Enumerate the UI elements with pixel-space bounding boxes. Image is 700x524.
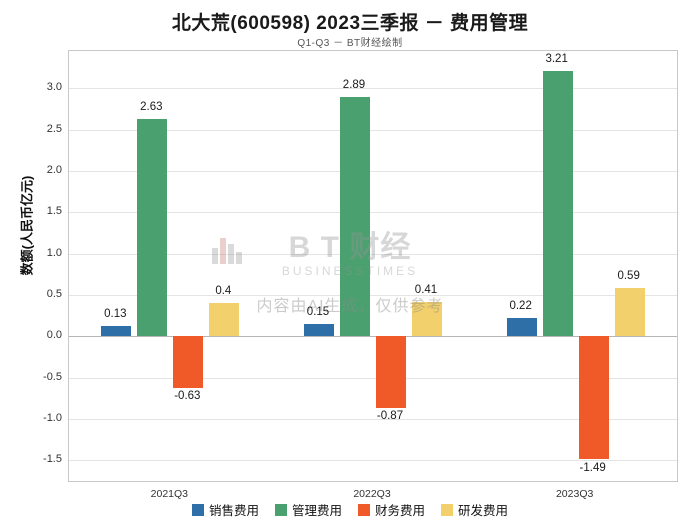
- gridline: [69, 336, 677, 338]
- bar-value-label: 0.13: [104, 307, 127, 320]
- bar: [412, 302, 442, 337]
- bar-value-label: 0.15: [306, 305, 330, 318]
- bar-value-label: -0.87: [376, 410, 404, 423]
- bar-value-label: 2.89: [342, 79, 366, 92]
- legend-swatch: [358, 503, 370, 516]
- y-axis-tick-labels: -1.5 -1.0 -0.5 0.0 0.5 1.0 1.5 2.0 2.5 3.0: [0, 50, 700, 482]
- bar-value-label: 0.22: [509, 300, 532, 313]
- gridline: [69, 212, 677, 214]
- bar-value-label: 0.59: [617, 269, 640, 282]
- legend-label: 研发费用: [458, 504, 509, 518]
- y-tick-label: 2.0: [46, 163, 62, 176]
- legend-label: 销售费用: [208, 504, 259, 518]
- chart-title: 北大荒(600598) 2023三季报 － 费用管理: [171, 13, 529, 34]
- bar: [173, 336, 204, 389]
- gridline: [69, 170, 677, 172]
- gridline: [69, 418, 677, 420]
- legend-item[interactable]: 管理费用: [274, 500, 342, 519]
- gridline: [69, 88, 677, 90]
- legend-item[interactable]: 财务费用: [358, 500, 425, 519]
- legend-item[interactable]: 销售费用: [191, 500, 259, 519]
- bar-value-label: -0.63: [174, 390, 201, 403]
- bar: [209, 303, 240, 337]
- chart-legend: 销售费用 管理费用 财务费用 研发费用: [0, 500, 700, 519]
- y-tick-label: 1.0: [46, 246, 62, 259]
- y-tick-label: -0.5: [43, 370, 62, 383]
- bar: [614, 287, 645, 337]
- bar: [506, 318, 537, 337]
- gridline: [69, 460, 677, 462]
- legend-item[interactable]: 研发费用: [441, 500, 508, 519]
- bar-value-label: 0.41: [414, 284, 438, 297]
- legend-swatch: [191, 503, 204, 516]
- y-tick-label: 0.5: [46, 287, 62, 300]
- y-tick-label: -1.0: [43, 411, 62, 424]
- plot-area: [69, 51, 677, 481]
- x-tick-label: 2022Q3: [353, 488, 391, 500]
- legend-swatch: [441, 503, 454, 516]
- plot-frame: [68, 50, 678, 482]
- legend-swatch: [274, 503, 287, 516]
- gridline: [69, 377, 677, 379]
- bar-value-label: 2.63: [140, 100, 163, 113]
- chart-subtitle: Q1-Q3 － BT财经绘制: [297, 38, 403, 49]
- y-tick-label: 3.0: [46, 81, 62, 94]
- bar: [304, 323, 334, 337]
- legend-label: 管理费用: [291, 504, 342, 518]
- bar-value-label: 0.4: [215, 285, 232, 298]
- y-tick-label: 2.5: [46, 122, 62, 135]
- bar: [340, 97, 370, 337]
- gridline: [69, 253, 677, 255]
- bar: [376, 336, 406, 409]
- x-tick-label: 2023Q3: [555, 488, 594, 500]
- x-tick-label: 2021Q3: [150, 488, 189, 500]
- legend-label: 财务费用: [375, 504, 426, 518]
- y-tick-label: 0.0: [46, 329, 62, 342]
- bar: [578, 336, 609, 460]
- bar-value-label: -1.49: [579, 461, 606, 474]
- y-tick-label: -1.5: [43, 453, 62, 466]
- bar: [137, 118, 168, 337]
- bar-value-label: 3.21: [545, 52, 568, 65]
- gridline: [69, 129, 677, 131]
- gridline: [69, 294, 677, 296]
- bar: [542, 70, 573, 337]
- y-tick-label: 1.5: [46, 205, 62, 218]
- bar: [101, 325, 132, 337]
